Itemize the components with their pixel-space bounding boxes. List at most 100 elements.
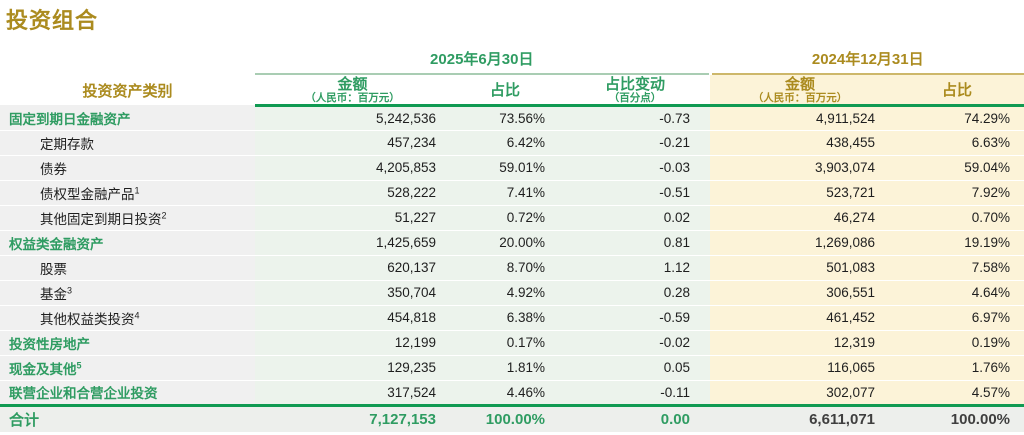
amount-2024-cell: 461,452 (710, 305, 890, 331)
share-2025-cell: 20.00% (450, 230, 560, 256)
share-2025-cell: 1.81% (450, 355, 560, 381)
amount-2025-cell: 1,425,659 (255, 230, 450, 256)
asset-class-label: 债权型金融产品 (40, 186, 135, 202)
share-2025-label: 占比 (489, 81, 520, 99)
column-header-amount-2025: 金额 （人民币：百万元） (255, 74, 450, 107)
share-2024-cell: 7.92% (890, 180, 1024, 206)
share-2024-cell: 0.19% (890, 330, 1024, 356)
amount-2025-cell: 129,235 (255, 355, 450, 381)
total-row: 合计 7,127,153 100.00% 0.00 6,611,071 100.… (0, 403, 1024, 433)
amount-2025-cell: 454,818 (255, 305, 450, 331)
table-body: 固定到期日金融资产 5,242,536 73.56% -0.73 4,911,5… (0, 105, 1024, 433)
share-2025-cell: 59.01% (450, 155, 560, 181)
total-label-cell: 合计 (0, 403, 255, 433)
asset-class-label: 现金及其他 (9, 361, 77, 377)
asset-class-label: 固定到期日金融资产 (9, 111, 131, 127)
share-2025-cell: 4.92% (450, 280, 560, 306)
share-change-cell: -0.11 (560, 380, 710, 406)
asset-class-label: 其他固定到期日投资 (40, 211, 162, 227)
asset-class-label: 基金 (40, 286, 67, 302)
header-row-groups: 投资资产类别 2025年6月30日 2024年12月31日 (0, 48, 1024, 100)
share-2024-cell: 1.76% (890, 355, 1024, 381)
asset-class-cell: 权益类金融资产 (0, 230, 255, 256)
share-change-cell: -0.02 (560, 330, 710, 356)
amount-2024-cell: 306,551 (710, 280, 890, 306)
table-row: 其他固定到期日投资2 51,227 0.72% 0.02 46,274 0.70… (0, 205, 1024, 231)
share-change-cell: 0.02 (560, 205, 710, 231)
amount-2025-cell: 51,227 (255, 205, 450, 231)
share-change-cell: -0.21 (560, 130, 710, 156)
asset-class-cell: 基金3 (0, 280, 255, 306)
footnote-ref: 1 (134, 185, 140, 196)
table-row: 债券 4,205,853 59.01% -0.03 3,903,074 59.0… (0, 155, 1024, 181)
table-row: 投资性房地产 12,199 0.17% -0.02 12,319 0.19% (0, 330, 1024, 356)
amount-2025-cell: 350,704 (255, 280, 450, 306)
share-2024-cell: 0.70% (890, 205, 1024, 231)
share-2024-cell: 7.58% (890, 255, 1024, 281)
amount-2025-unit: （人民币：百万元） (305, 91, 400, 104)
asset-class-cell: 现金及其他5 (0, 355, 255, 381)
share-change-cell: 0.81 (560, 230, 710, 256)
header-row-columns: 金额 （人民币：百万元） 占比 占比变动 （百分点） 金额 （人民币：百万元） … (0, 74, 1024, 107)
amount-2024-cell: 4,911,524 (710, 105, 890, 131)
share-2025-cell: 6.42% (450, 130, 560, 156)
share-change-cell: 0.28 (560, 280, 710, 306)
amount-2025-cell: 620,137 (255, 255, 450, 281)
share-2024-cell: 6.97% (890, 305, 1024, 331)
total-share-change-cell: 0.00 (560, 403, 710, 433)
amount-2025-cell: 317,524 (255, 380, 450, 406)
asset-class-cell: 债权型金融产品1 (0, 180, 255, 206)
total-amount-2024-cell: 6,611,071 (710, 403, 890, 433)
asset-class-cell: 债券 (0, 155, 255, 181)
table-row: 定期存款 457,234 6.42% -0.21 438,455 6.63% (0, 130, 1024, 156)
share-change-cell: -0.59 (560, 305, 710, 331)
amount-2024-cell: 523,721 (710, 180, 890, 206)
column-header-share-change: 占比变动 （百分点） (560, 74, 710, 107)
amount-2024-label: 金额 (784, 76, 815, 93)
share-2024-cell: 74.29% (890, 105, 1024, 131)
amount-2024-unit: （人民币：百万元） (752, 91, 848, 104)
column-header-share-2025: 占比 (450, 74, 560, 107)
page-title: 投资组合 (6, 8, 99, 33)
table-row: 债权型金融产品1 528,222 7.41% -0.51 523,721 7.9… (0, 180, 1024, 206)
table-row: 其他权益类投资4 454,818 6.38% -0.59 461,452 6.9… (0, 305, 1024, 331)
investment-portfolio-table: 投资资产类别 2025年6月30日 2024年12月31日 金额 （人民币：百万… (0, 48, 1024, 433)
asset-class-label: 定期存款 (40, 136, 94, 152)
asset-class-cell: 定期存款 (0, 130, 255, 156)
amount-2024-cell: 3,903,074 (710, 155, 890, 181)
amount-2025-cell: 457,234 (255, 130, 450, 156)
share-2025-cell: 4.46% (450, 380, 560, 406)
amount-2025-cell: 5,242,536 (255, 105, 450, 131)
amount-2025-cell: 12,199 (255, 330, 450, 356)
column-group-2025-date: 2025年6月30日 (255, 48, 712, 75)
column-group-2024-date: 2024年12月31日 (710, 48, 1024, 75)
asset-class-cell: 其他固定到期日投资2 (0, 205, 255, 231)
column-header-amount-2024: 金额 （人民币：百万元） (710, 74, 890, 107)
amount-2024-cell: 12,319 (710, 330, 890, 356)
asset-class-cell: 股票 (0, 255, 255, 281)
share-2024-cell: 4.64% (890, 280, 1024, 306)
amount-2025-cell: 528,222 (255, 180, 450, 206)
amount-2024-cell: 302,077 (710, 380, 890, 406)
share-2024-cell: 19.19% (890, 230, 1024, 256)
share-change-unit: （百分点） (608, 91, 662, 104)
asset-class-cell: 固定到期日金融资产 (0, 105, 255, 131)
footnote-ref: 4 (134, 310, 140, 321)
share-2025-cell: 73.56% (450, 105, 560, 131)
asset-class-label: 债券 (40, 161, 67, 177)
share-change-cell: -0.03 (560, 155, 710, 181)
share-2025-cell: 0.72% (450, 205, 560, 231)
asset-class-cell: 投资性房地产 (0, 330, 255, 356)
amount-2024-cell: 1,269,086 (710, 230, 890, 256)
asset-class-label: 其他权益类投资 (40, 311, 135, 327)
asset-class-label: 权益类金融资产 (9, 236, 104, 252)
total-share-2025-cell: 100.00% (450, 403, 560, 433)
table-row: 联营企业和合营企业投资 317,524 4.46% -0.11 302,077 … (0, 380, 1024, 406)
total-amount-2025-cell: 7,127,153 (255, 403, 450, 433)
amount-2024-cell: 116,065 (710, 355, 890, 381)
amount-2025-label: 金额 (337, 76, 368, 93)
table-row: 股票 620,137 8.70% 1.12 501,083 7.58% (0, 255, 1024, 281)
amount-2024-cell: 501,083 (710, 255, 890, 281)
column-header-share-2024: 占比 (890, 74, 1024, 107)
